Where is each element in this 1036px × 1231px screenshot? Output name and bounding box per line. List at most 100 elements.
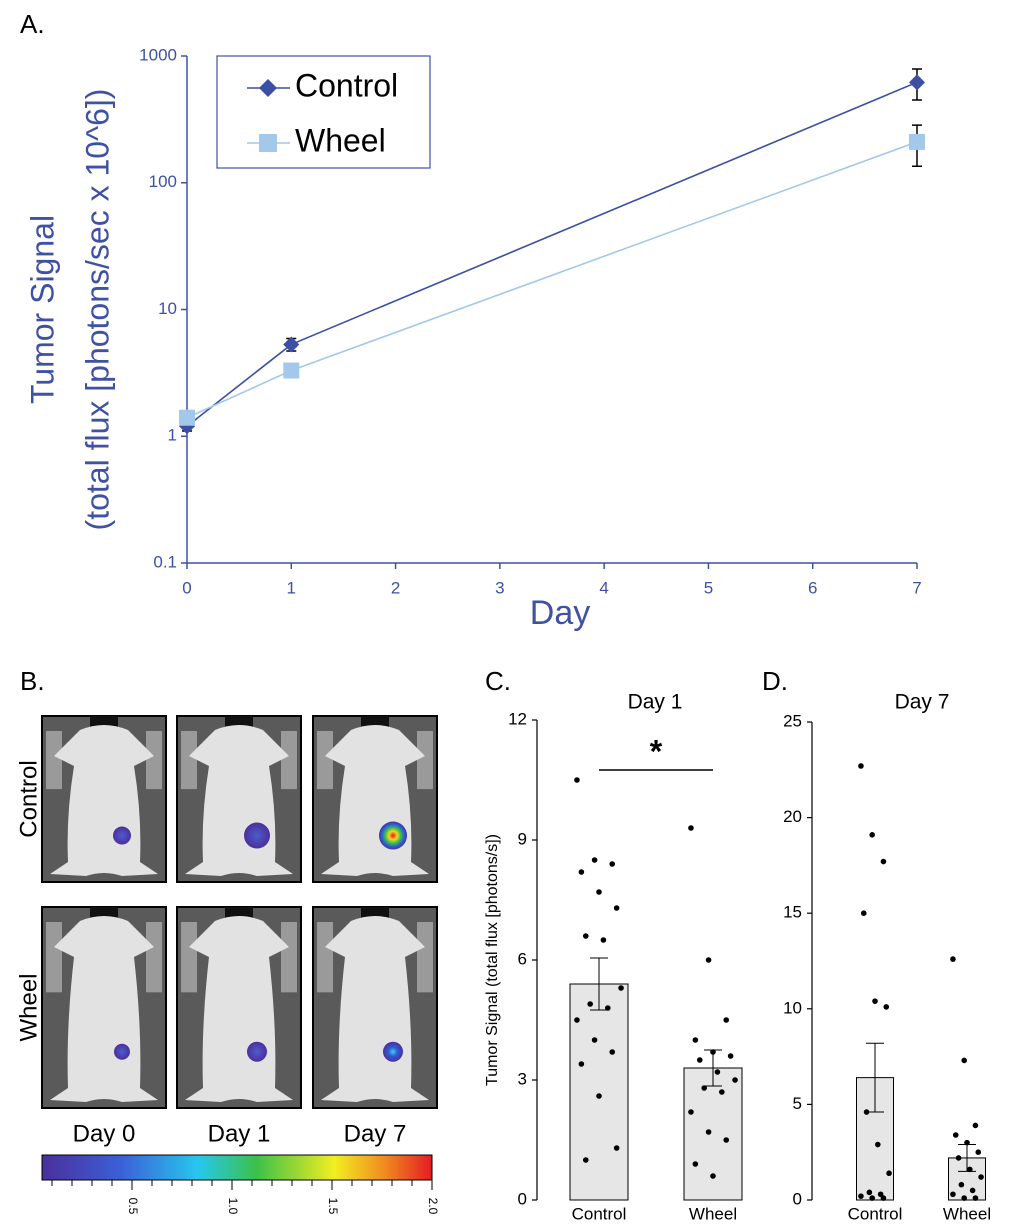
tumor-signal xyxy=(383,1042,403,1062)
data-point xyxy=(583,1157,589,1163)
y-tick-label: 3 xyxy=(518,1069,527,1088)
column-label: Day 7 xyxy=(344,1120,407,1147)
data-point xyxy=(858,1193,864,1199)
y-tick-label: 25 xyxy=(783,711,802,730)
y-tick-label: 10 xyxy=(783,998,802,1017)
data-point xyxy=(858,763,864,769)
y-tick-label: 15 xyxy=(783,903,802,922)
data-point xyxy=(956,1155,962,1161)
data-point xyxy=(688,825,694,831)
data-point xyxy=(719,1089,725,1095)
marker xyxy=(283,363,299,379)
data-point xyxy=(614,1145,620,1151)
mouse-image xyxy=(177,907,301,1108)
tape xyxy=(417,922,433,992)
data-point xyxy=(961,1058,967,1064)
data-point xyxy=(583,933,589,939)
column-label: Day 0 xyxy=(73,1120,136,1147)
x-tick-label: 3 xyxy=(495,578,504,597)
colorbar-tick-label: 1.5 xyxy=(326,1198,340,1215)
column-label: Day 1 xyxy=(208,1120,271,1147)
tumor-signal xyxy=(114,1044,130,1060)
y-tick-label: 5 xyxy=(793,1094,802,1113)
x-tick-label: Wheel xyxy=(689,1204,737,1223)
colorbar-tick-label: 1.0 xyxy=(226,1198,240,1215)
data-point xyxy=(881,859,887,865)
x-tick-label: Wheel xyxy=(943,1204,991,1223)
colorbar-tick-label: 0.5 xyxy=(126,1198,140,1215)
y-tick-label: 0 xyxy=(518,1189,527,1208)
data-point xyxy=(592,857,598,863)
mouse-image xyxy=(177,716,301,882)
x-tick-label: 1 xyxy=(287,578,296,597)
y-tick-label: 0 xyxy=(793,1189,802,1208)
legend-label: Wheel xyxy=(295,122,386,158)
data-point xyxy=(609,861,615,867)
data-point xyxy=(596,1093,602,1099)
data-point xyxy=(950,956,956,962)
marker xyxy=(909,134,925,150)
data-point xyxy=(973,1123,979,1129)
data-point xyxy=(950,1191,956,1197)
data-point xyxy=(869,832,875,838)
data-point xyxy=(861,910,867,916)
tape xyxy=(46,731,62,789)
data-point xyxy=(881,1195,887,1201)
y-axis-title-line: (total flux [photons/sec x 10^6]) xyxy=(79,89,115,531)
tape xyxy=(281,731,297,789)
y-tick-label: 20 xyxy=(783,807,802,826)
data-point xyxy=(706,957,712,963)
data-point xyxy=(883,1004,889,1010)
data-point xyxy=(614,905,620,911)
data-point xyxy=(867,1190,873,1196)
x-tick-label: 0 xyxy=(182,578,191,597)
x-tick-label: 6 xyxy=(808,578,817,597)
chart-title: Day 7 xyxy=(895,691,950,714)
y-tick-label: 0.1 xyxy=(153,552,177,571)
mouse-image xyxy=(313,716,437,882)
panel-label: D. xyxy=(762,666,788,696)
panel-label: C. xyxy=(485,666,511,696)
y-axis-title: Tumor Signal (total flux [photons/s]) xyxy=(484,834,501,1086)
mouse-image xyxy=(42,907,166,1108)
data-point xyxy=(710,1173,716,1179)
data-point xyxy=(697,1057,703,1063)
data-point xyxy=(975,1149,981,1155)
data-point xyxy=(953,1132,959,1138)
row-label: Wheel xyxy=(15,973,42,1041)
data-point xyxy=(723,1017,729,1023)
tape xyxy=(46,922,62,992)
tape xyxy=(317,922,333,992)
data-point xyxy=(579,1061,585,1067)
data-point xyxy=(574,1017,580,1023)
colorbar xyxy=(42,1155,432,1180)
data-point xyxy=(973,1195,979,1201)
data-point xyxy=(706,1129,712,1135)
data-point xyxy=(715,1069,721,1075)
x-tick-label: Control xyxy=(572,1204,627,1223)
legend-marker xyxy=(259,134,277,152)
data-point xyxy=(872,998,878,1004)
tumor-signal xyxy=(244,823,270,849)
y-axis-title: Tumor Signal(total flux [photons/sec x 1… xyxy=(24,89,115,531)
panel-label: A. xyxy=(20,9,45,39)
marker xyxy=(283,336,299,352)
bar xyxy=(570,984,628,1200)
tumor-signal xyxy=(247,1042,267,1062)
figure: A.0.1110100100001234567DayTumor Signal(t… xyxy=(0,0,1036,1226)
y-tick-label: 1 xyxy=(168,426,177,445)
data-point xyxy=(732,1077,738,1083)
x-tick-label: Control xyxy=(848,1204,903,1223)
y-tick-label: 12 xyxy=(508,709,527,728)
x-tick-label: 7 xyxy=(912,578,921,597)
data-point xyxy=(618,985,624,991)
legend-label: Control xyxy=(295,67,398,103)
tumor-signal xyxy=(379,822,407,850)
marker xyxy=(179,410,195,426)
y-tick-label: 9 xyxy=(518,829,527,848)
tape xyxy=(146,922,162,992)
data-point xyxy=(978,1174,984,1180)
data-point xyxy=(688,1109,694,1115)
bar xyxy=(684,1068,742,1200)
data-point xyxy=(869,1195,875,1201)
